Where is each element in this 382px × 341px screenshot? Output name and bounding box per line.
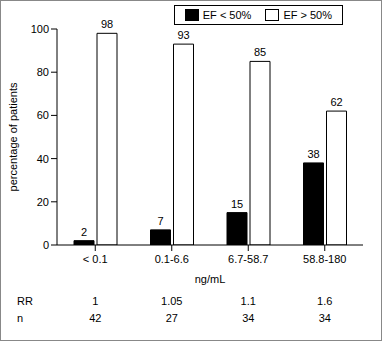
svg-text:80: 80 (37, 66, 49, 78)
svg-text:34: 34 (242, 312, 254, 324)
svg-text:6.7-58.7: 6.7-58.7 (228, 253, 268, 265)
svg-text:7: 7 (157, 215, 163, 227)
svg-text:1.6: 1.6 (317, 295, 332, 307)
html-text:EF > 50%: EF > 50% (283, 9, 332, 21)
svg-text:percentage of patients: percentage of patients (7, 82, 19, 191)
svg-text:58.8-180: 58.8-180 (303, 253, 346, 265)
svg-text:34: 34 (319, 312, 331, 324)
svg-text:n: n (17, 312, 23, 324)
svg-text:1: 1 (92, 295, 98, 307)
svg-text:0.1-6.6: 0.1-6.6 (155, 253, 189, 265)
svg-text:2: 2 (81, 226, 87, 238)
svg-text:15: 15 (231, 198, 243, 210)
svg-text:100: 100 (31, 23, 49, 35)
svg-text:< 0.1: < 0.1 (83, 253, 108, 265)
svg-text:93: 93 (177, 29, 189, 41)
svg-text:85: 85 (254, 46, 266, 58)
svg-text:98: 98 (101, 18, 113, 30)
svg-text:0: 0 (43, 239, 49, 251)
svg-text:RR: RR (17, 295, 33, 307)
svg-text:42: 42 (89, 312, 101, 324)
svg-text:38: 38 (307, 148, 319, 160)
svg-text:27: 27 (166, 312, 178, 324)
svg-text:ng/mL: ng/mL (195, 273, 226, 285)
svg-text:60: 60 (37, 109, 49, 121)
svg-text:1.1: 1.1 (241, 295, 256, 307)
svg-text:20: 20 (37, 196, 49, 208)
svg-text:40: 40 (37, 153, 49, 165)
svg-text:62: 62 (330, 96, 342, 108)
svg-text:1.05: 1.05 (161, 295, 182, 307)
html-text:EF < 50%: EF < 50% (202, 9, 252, 21)
